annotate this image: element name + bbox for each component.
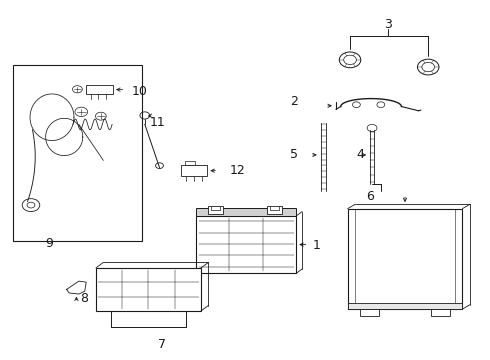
Bar: [185, 161, 195, 165]
Bar: [13, 65, 143, 241]
Text: 10: 10: [132, 85, 147, 98]
Text: 12: 12: [229, 164, 245, 177]
Bar: [196, 216, 296, 273]
Text: 11: 11: [150, 116, 166, 129]
Text: 3: 3: [384, 18, 392, 31]
Bar: [431, 309, 450, 316]
Bar: [360, 309, 379, 316]
Bar: [211, 206, 220, 210]
Bar: [96, 268, 201, 311]
Text: 6: 6: [366, 190, 373, 203]
Text: 4: 4: [356, 148, 364, 161]
Text: 9: 9: [46, 237, 53, 250]
Bar: [270, 206, 279, 210]
Text: 5: 5: [290, 148, 298, 161]
Bar: [86, 85, 113, 94]
Bar: [347, 303, 463, 309]
Bar: [196, 208, 296, 216]
Text: 7: 7: [158, 338, 166, 351]
Text: 1: 1: [313, 239, 320, 252]
Bar: [347, 209, 463, 309]
Text: 2: 2: [290, 95, 298, 108]
Bar: [208, 206, 223, 214]
Bar: [180, 165, 207, 176]
Text: 8: 8: [80, 292, 88, 305]
Bar: [267, 206, 282, 214]
